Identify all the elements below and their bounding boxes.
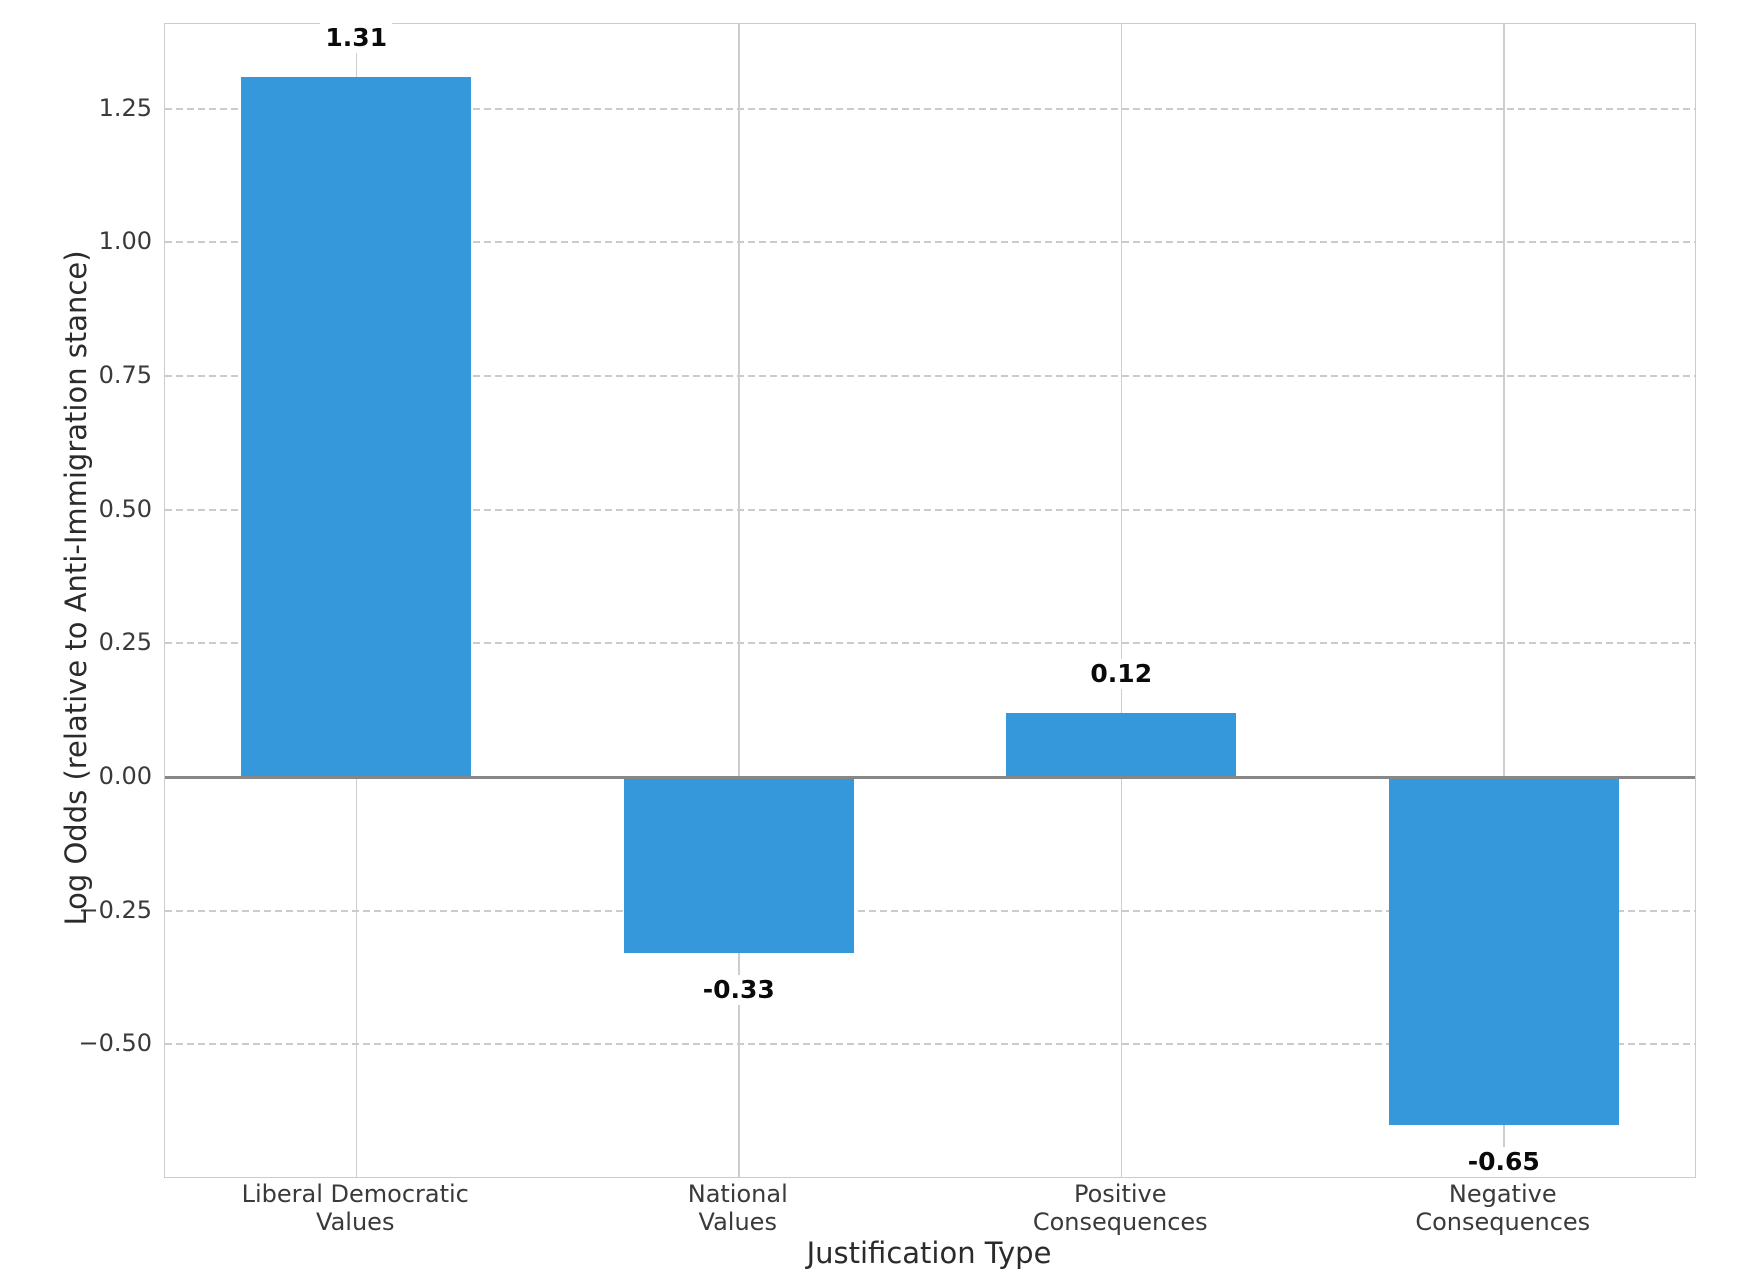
y-tick-label: 0.25 (98, 628, 152, 657)
y-tick-label: −0.25 (78, 895, 152, 924)
x-tick-label-line: Consequences (1032, 1208, 1208, 1236)
x-tick-label-line: Liberal Democratic (241, 1180, 469, 1208)
y-tick-label: 1.25 (98, 93, 152, 122)
y-tick-label: 1.00 (98, 227, 152, 256)
gridline-vertical (738, 24, 740, 1177)
gridline-vertical (1120, 24, 1122, 1177)
gridline-horizontal (165, 909, 1695, 912)
gridline-vertical (1503, 24, 1505, 1177)
x-tick-label: Negative Consequences (1312, 1180, 1694, 1236)
x-tick-label-line: Positive (1073, 1180, 1167, 1208)
x-tick-label-line: Values (316, 1208, 395, 1236)
x-axis-title: Justification Type (806, 1236, 1052, 1270)
gridline-horizontal (165, 642, 1695, 645)
x-tick-label: National Values (547, 1180, 929, 1236)
x-tick-label-line: Values (698, 1208, 777, 1236)
x-tick-label-line: National (687, 1180, 788, 1208)
y-tick-label: −0.50 (78, 1029, 152, 1058)
gridline-horizontal (165, 508, 1695, 511)
gridline-horizontal (165, 241, 1695, 244)
bar (1006, 712, 1237, 777)
y-axis-title: Log Odds (relative to Anti-Immigration s… (59, 250, 93, 926)
gridline-horizontal (165, 1043, 1695, 1046)
bar (1388, 777, 1619, 1125)
y-tick-label: 0.75 (98, 360, 152, 389)
bar-value-label: 0.12 (1085, 658, 1158, 689)
y-tick-label: 0.50 (98, 494, 152, 523)
x-tick-label: Liberal Democratic Values (164, 1180, 546, 1236)
bar-value-label: 1.31 (320, 22, 393, 53)
zero-baseline (165, 776, 1695, 779)
y-tick-label: 0.00 (98, 762, 152, 790)
x-tick-label-line: Consequences (1415, 1208, 1591, 1236)
gridline-horizontal (165, 374, 1695, 377)
bar-value-label: -0.33 (697, 975, 780, 1006)
bar (241, 76, 472, 777)
x-tick-label: Positive Consequences (929, 1180, 1311, 1236)
x-tick-label-line: Negative (1448, 1180, 1557, 1208)
gridline-horizontal (165, 107, 1695, 110)
bar-value-label: -0.65 (1462, 1146, 1545, 1177)
bar (623, 777, 854, 954)
plot-area: 1.31 -0.33 0.12 -0.65 (164, 22, 1696, 1178)
